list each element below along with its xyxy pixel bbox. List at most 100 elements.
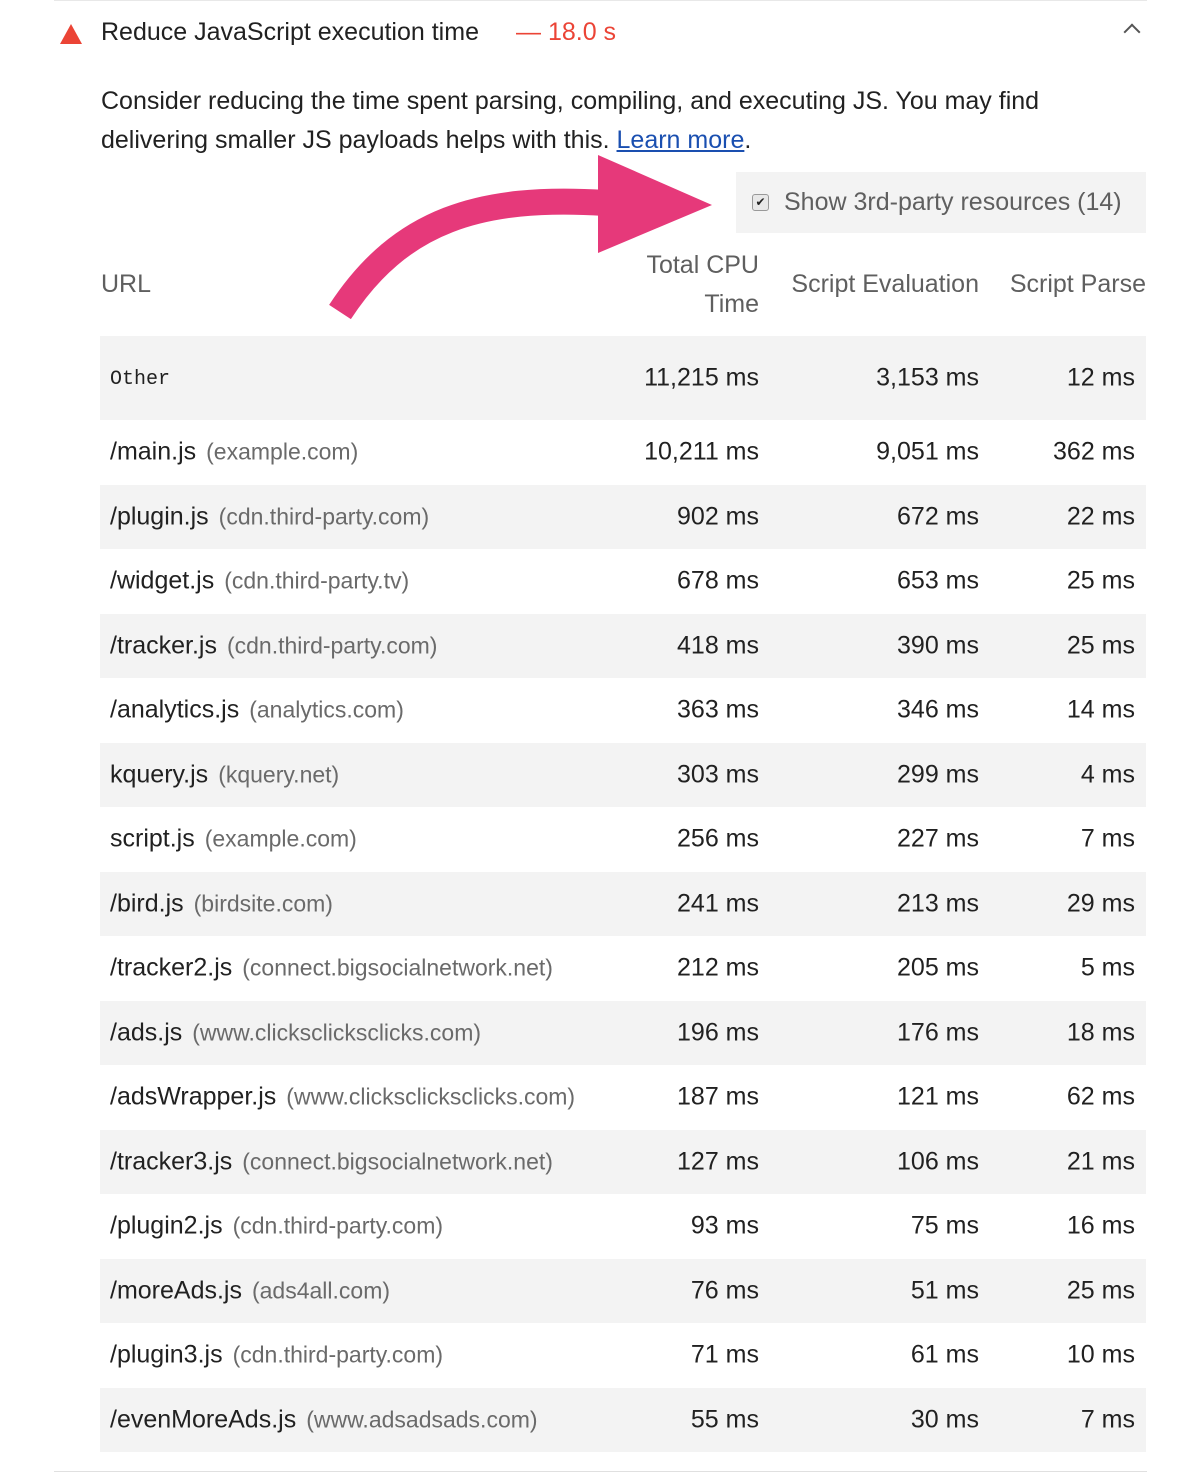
row-url[interactable]: /plugin.js (cdn.third-party.com) (110, 502, 429, 531)
table-row: kquery.js (kquery.net) 303 ms 299 ms 4 ms (100, 742, 1146, 807)
script-parse: 362 ms (1053, 437, 1135, 466)
divider (54, 1471, 1147, 1472)
script-parse: 29 ms (1066, 889, 1135, 918)
row-url[interactable]: /tracker.js (cdn.third-party.com) (110, 631, 437, 660)
script-evaluation: 61 ms (910, 1340, 979, 1369)
row-url[interactable]: /evenMoreAds.js (www.adsadsads.com) (110, 1405, 538, 1434)
table-row: /analytics.js (analytics.com) 363 ms 346 … (100, 678, 1146, 743)
checkbox[interactable]: ✔ (752, 194, 769, 211)
arrow-shaft (329, 188, 606, 320)
script-parse: 18 ms (1066, 1018, 1135, 1047)
url-host: (cdn.third-party.com) (218, 503, 430, 530)
script-parse: 21 ms (1066, 1147, 1135, 1176)
row-url[interactable]: /plugin3.js (cdn.third-party.com) (110, 1341, 443, 1370)
url-path: /plugin2.js (110, 1211, 223, 1240)
url-path: script.js (110, 824, 195, 853)
script-evaluation: 227 ms (897, 824, 979, 853)
script-evaluation: 346 ms (897, 695, 979, 724)
script-parse: 25 ms (1066, 566, 1135, 595)
third-party-label: Show 3rd-party resources (14) (784, 188, 1122, 216)
url-host: (ads4all.com) (251, 1277, 391, 1304)
row-url[interactable]: kquery.js (kquery.net) (110, 760, 339, 789)
script-evaluation: 390 ms (897, 631, 979, 660)
learn-more-link[interactable]: Learn more (616, 126, 745, 154)
table-row: /main.js (example.com) 10,211 ms 9,051 ms… (100, 420, 1146, 485)
table-row: /widget.js (cdn.third-party.tv) 678 ms 65… (100, 549, 1146, 614)
table-row: /plugin3.js (cdn.third-party.com) 71 ms 6… (100, 1323, 1146, 1388)
row-url[interactable]: /widget.js (cdn.third-party.tv) (110, 567, 409, 596)
row-url[interactable]: Other (110, 368, 170, 391)
script-evaluation: 213 ms (897, 889, 979, 918)
url-host: (www.clicksclicksclicks.com) (286, 1083, 576, 1110)
url-path: /tracker.js (110, 631, 217, 660)
url-host: (analytics.com) (249, 696, 404, 723)
row-url[interactable]: /adsWrapper.js (www.clicksclicksclicks.co… (110, 1083, 575, 1112)
annotation-arrow-icon (329, 155, 712, 320)
total-cpu-time: 10,211 ms (644, 437, 759, 466)
total-cpu-time: 256 ms (677, 824, 759, 853)
total-cpu-time: 902 ms (677, 502, 759, 531)
total-cpu-time: 241 ms (677, 889, 759, 918)
url-path: /bird.js (110, 889, 184, 918)
url-path: /ads.js (110, 1018, 183, 1047)
script-parse: 4 ms (1080, 760, 1135, 789)
script-evaluation: 121 ms (897, 1082, 979, 1111)
row-url[interactable]: /main.js (example.com) (110, 438, 358, 467)
script-parse: 25 ms (1066, 631, 1135, 660)
script-parse: 12 ms (1066, 363, 1135, 392)
row-url[interactable]: /ads.js (www.clicksclicksclicks.com) (110, 1018, 481, 1047)
total-cpu-time: 363 ms (677, 695, 759, 724)
script-evaluation: 672 ms (897, 502, 979, 531)
total-cpu-time: 127 ms (677, 1147, 759, 1176)
script-evaluation: 205 ms (897, 953, 979, 982)
script-evaluation: 3,153 ms (876, 363, 979, 392)
arrow-head (598, 155, 712, 253)
url-path: /plugin3.js (110, 1340, 223, 1369)
table-row: /adsWrapper.js (www.clicksclicksclicks.co… (100, 1065, 1146, 1130)
url-host: (connect.bigsocialnetwork.net) (242, 954, 553, 981)
row-url[interactable]: /analytics.js (analytics.com) (110, 696, 404, 725)
url-path: /widget.js (110, 566, 215, 595)
url-path: /evenMoreAds.js (110, 1405, 297, 1434)
url-path: /adsWrapper.js (110, 1082, 277, 1111)
script-evaluation: 30 ms (910, 1405, 979, 1434)
url-host: (cdn.third-party.com) (232, 1212, 444, 1239)
table-row: /tracker.js (cdn.third-party.com) 418 ms … (100, 613, 1146, 678)
url-path: Other (110, 368, 171, 391)
table-row: script.js (example.com) 256 ms 227 ms 7 m… (100, 807, 1146, 872)
total-cpu-time: 303 ms (677, 760, 759, 789)
row-url[interactable]: /plugin2.js (cdn.third-party.com) (110, 1212, 443, 1241)
table-row: Other 11,215 ms 3,153 ms 12 ms (100, 336, 1146, 420)
row-url[interactable]: /moreAds.js (ads4all.com) (110, 1276, 390, 1305)
row-url[interactable]: /tracker3.js (connect.bigsocialnetwork.ne… (110, 1147, 553, 1176)
header-total-cpu[interactable]: Total CPU Time (646, 251, 759, 318)
script-parse: 7 ms (1080, 824, 1135, 853)
total-cpu-time: 212 ms (677, 953, 759, 982)
url-host: (www.clicksclicksclicks.com) (192, 1019, 482, 1046)
row-url[interactable]: script.js (example.com) (110, 825, 357, 854)
header-script-eval[interactable]: Script Evaluation (791, 270, 979, 298)
total-cpu-time: 11,215 ms (644, 363, 759, 392)
url-path: /tracker2.js (110, 953, 233, 982)
header-script-parse[interactable]: Script Parse (1009, 270, 1146, 298)
warning-triangle-icon (60, 24, 82, 44)
total-cpu-time: 76 ms (690, 1276, 759, 1305)
table-row: /tracker3.js (connect.bigsocialnetwork.ne… (100, 1129, 1146, 1194)
total-cpu-time: 55 ms (690, 1405, 759, 1434)
audit-value: — 18.0 s (516, 18, 617, 46)
script-evaluation: 75 ms (910, 1211, 979, 1240)
url-host: (www.adsadsads.com) (306, 1406, 538, 1433)
table-row: /plugin.js (cdn.third-party.com) 902 ms 6… (100, 484, 1146, 549)
row-url[interactable]: /tracker2.js (connect.bigsocialnetwork.ne… (110, 954, 553, 983)
script-parse: 22 ms (1066, 502, 1135, 531)
total-cpu-time: 196 ms (677, 1018, 759, 1047)
row-url[interactable]: /bird.js (birdsite.com) (110, 889, 333, 918)
third-party-toggle[interactable]: ✔ Show 3rd-party resources (14) (736, 172, 1146, 233)
audit-title[interactable]: Reduce JavaScript execution time (101, 18, 479, 46)
script-parse: 10 ms (1066, 1340, 1135, 1369)
total-cpu-time: 71 ms (690, 1340, 759, 1369)
script-evaluation: 176 ms (897, 1018, 979, 1047)
description-text: Consider reducing the time spent parsing… (101, 87, 1040, 154)
audit-description: Consider reducing the time spent parsing… (101, 82, 1121, 160)
script-parse: 5 ms (1080, 953, 1135, 982)
